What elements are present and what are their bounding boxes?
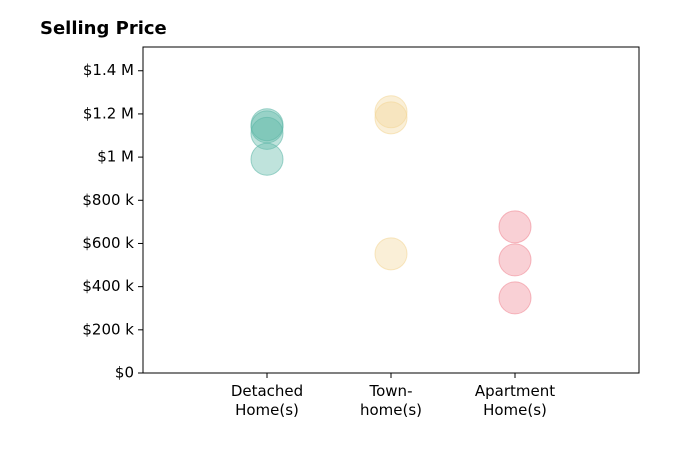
point xyxy=(374,101,408,135)
y-tick-label: $800 k xyxy=(82,191,134,209)
point xyxy=(250,142,284,176)
x-tick-label: Detached Home(s) xyxy=(230,382,304,419)
point xyxy=(498,243,532,277)
y-tick-label: $1.2 M xyxy=(83,104,134,122)
point xyxy=(250,116,284,150)
y-tick-label: $200 k xyxy=(82,320,134,338)
x-tick-label: Apartment Home(s) xyxy=(474,382,556,419)
y-tick-label: $400 k xyxy=(82,277,134,295)
y-tick-label: $1.4 M xyxy=(83,61,134,79)
point xyxy=(498,281,532,315)
y-tick-label: $1 M xyxy=(97,148,134,166)
y-tick-label: $600 k xyxy=(82,234,134,252)
chart-title: Selling Price xyxy=(40,18,167,39)
point xyxy=(498,210,532,244)
y-tick-label: $0 xyxy=(115,364,134,382)
x-tick-label: Town- home(s) xyxy=(359,382,423,419)
point xyxy=(374,237,408,271)
